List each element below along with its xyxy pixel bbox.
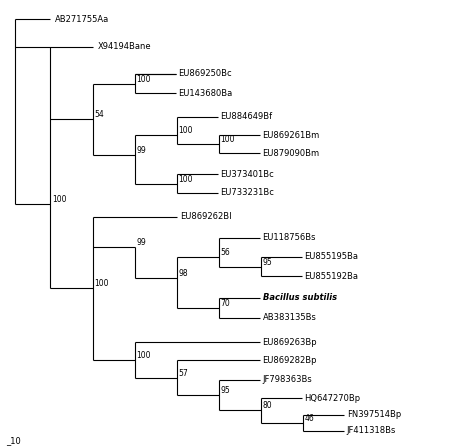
Text: AB271755Aa: AB271755Aa	[55, 15, 109, 24]
Text: EU869261Bm: EU869261Bm	[263, 131, 320, 140]
Text: 100: 100	[137, 74, 151, 83]
Text: 100: 100	[178, 126, 193, 135]
Text: EU733231Bc: EU733231Bc	[220, 188, 274, 197]
Text: EU869263Bp: EU869263Bp	[263, 338, 317, 347]
Text: EU879090Bm: EU879090Bm	[263, 149, 319, 158]
Text: AB383135Bs: AB383135Bs	[263, 314, 317, 323]
Text: _10: _10	[6, 436, 21, 445]
Text: FN397514Bp: FN397514Bp	[346, 410, 401, 419]
Text: EU869250Bc: EU869250Bc	[178, 69, 232, 78]
Text: 99: 99	[137, 146, 146, 155]
Text: 98: 98	[178, 269, 188, 278]
Text: 46: 46	[305, 414, 314, 422]
Text: EU373401Bc: EU373401Bc	[220, 170, 274, 179]
Text: 100: 100	[94, 280, 109, 289]
Text: 54: 54	[94, 110, 104, 119]
Text: 70: 70	[220, 299, 230, 308]
Text: X94194Bane: X94194Bane	[98, 42, 151, 51]
Text: 95: 95	[220, 386, 230, 395]
Text: EU143680Ba: EU143680Ba	[178, 89, 233, 98]
Text: HQ647270Bp: HQ647270Bp	[305, 393, 361, 403]
Text: EU869282Bp: EU869282Bp	[263, 356, 317, 365]
Text: EU855192Ba: EU855192Ba	[305, 271, 359, 281]
Text: EU855195Ba: EU855195Ba	[305, 253, 359, 262]
Text: EU118756Bs: EU118756Bs	[263, 233, 316, 242]
Text: 100: 100	[178, 175, 193, 184]
Text: 100: 100	[52, 195, 66, 204]
Text: EU869262BI: EU869262BI	[180, 212, 231, 221]
Text: EU884649Bf: EU884649Bf	[220, 112, 273, 121]
Text: JF798363Bs: JF798363Bs	[263, 375, 312, 384]
Text: 80: 80	[263, 401, 272, 410]
Text: 56: 56	[220, 248, 230, 257]
Text: 100: 100	[220, 135, 235, 144]
Text: JF411318Bs: JF411318Bs	[346, 426, 396, 435]
Text: 57: 57	[178, 369, 188, 378]
Text: 95: 95	[263, 258, 272, 267]
Text: Bacillus subtilis: Bacillus subtilis	[263, 293, 337, 302]
Text: 100: 100	[137, 351, 151, 360]
Text: 99: 99	[137, 238, 146, 247]
